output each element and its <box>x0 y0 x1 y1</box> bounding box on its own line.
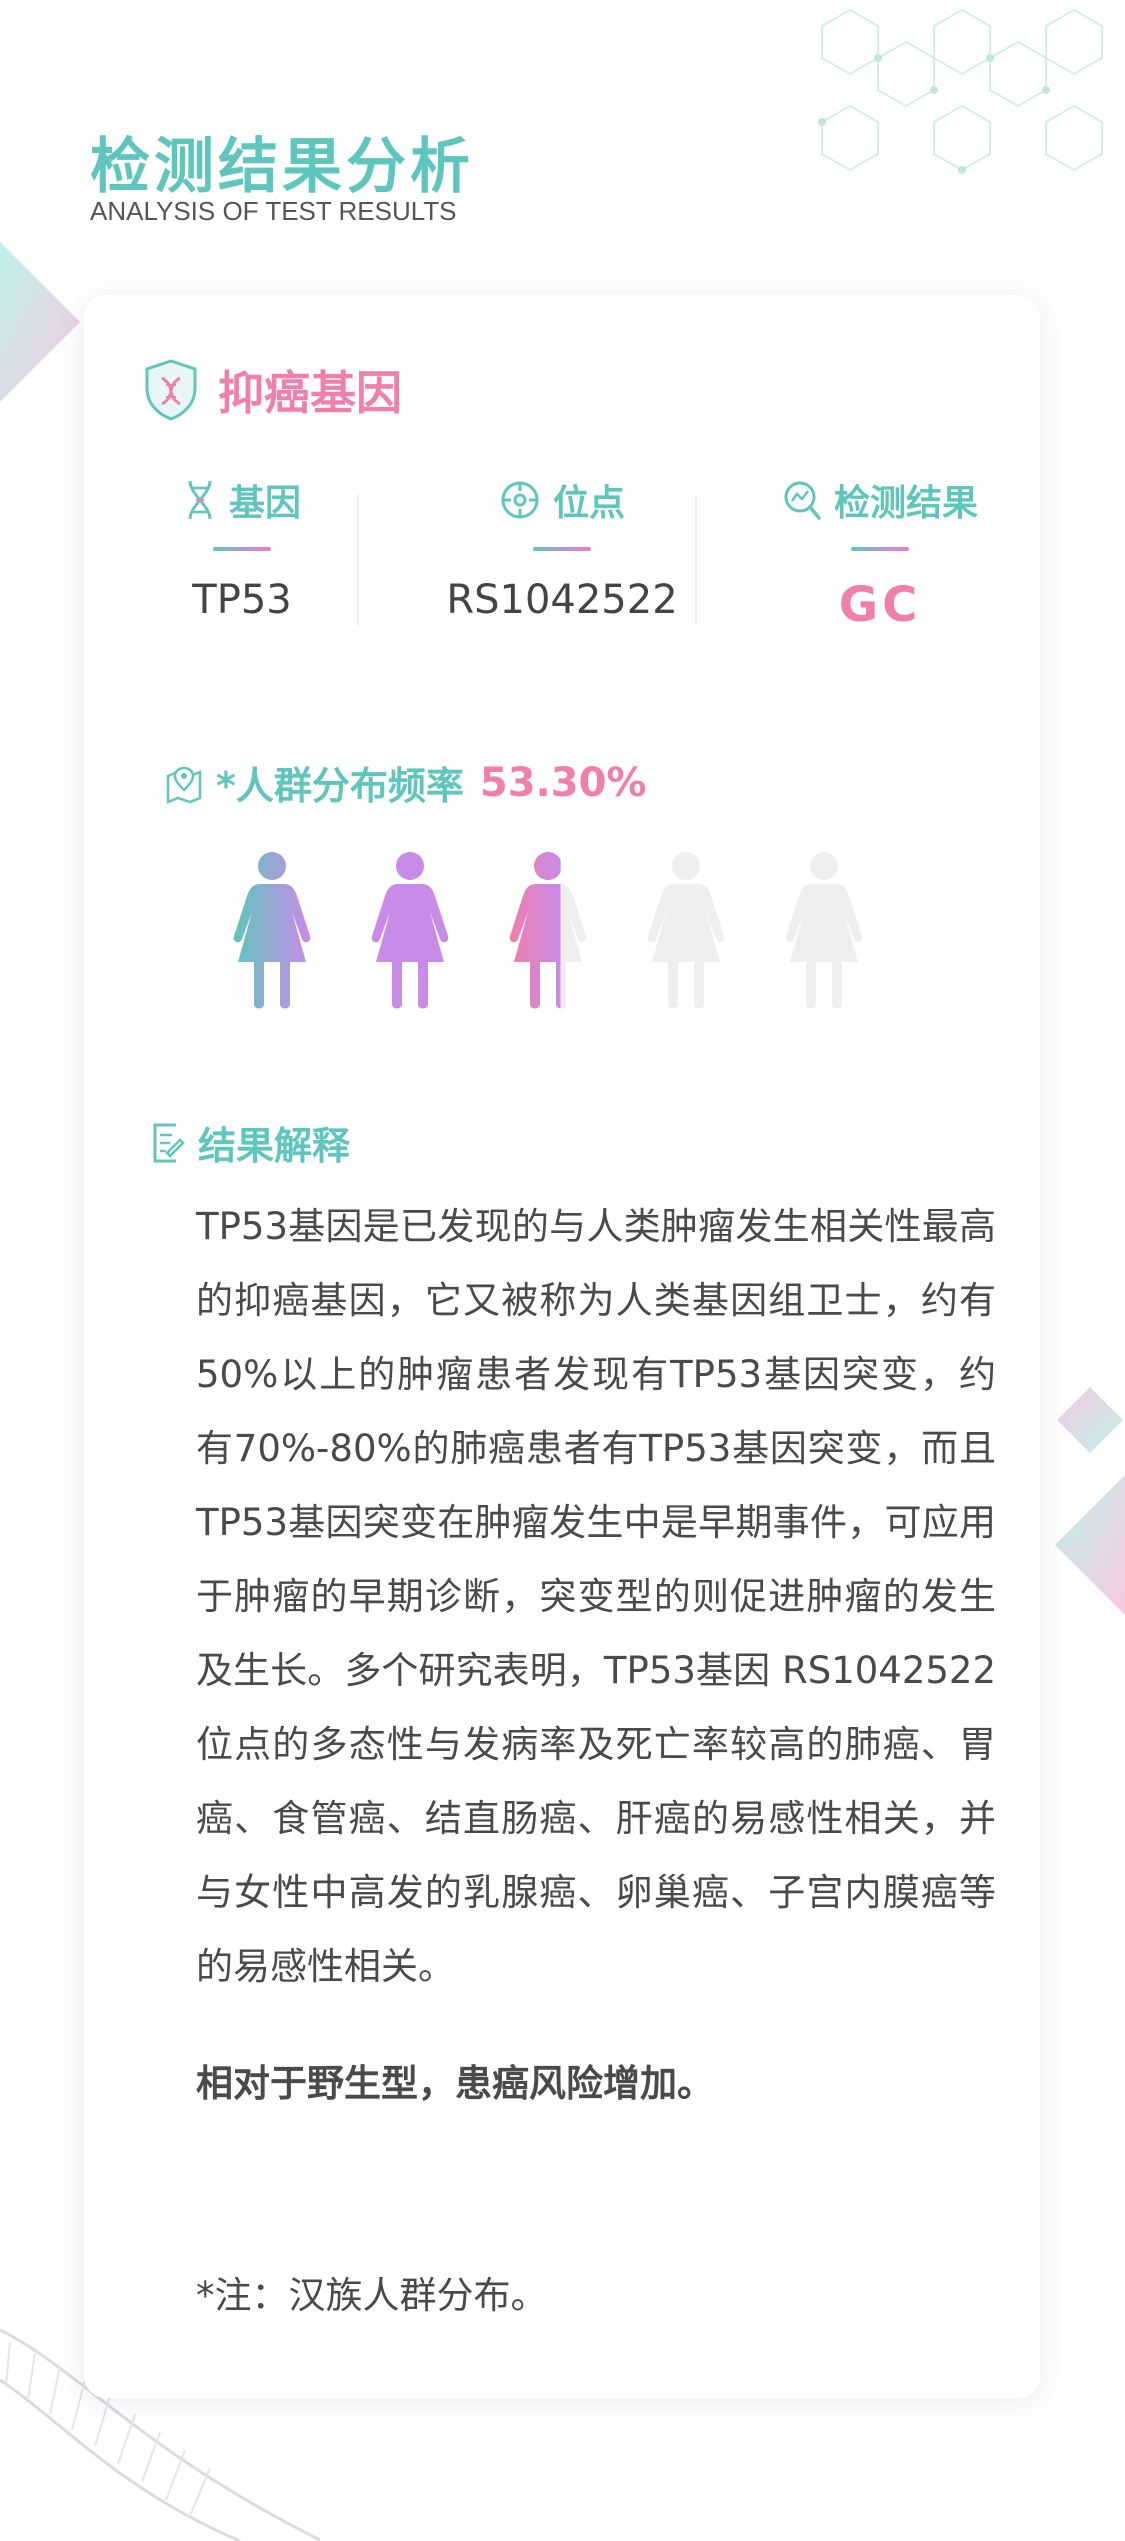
locus-underline <box>533 547 591 551</box>
gene-column: 基因 TP53 <box>92 475 392 623</box>
person-figure-icon <box>647 852 725 1009</box>
explanation-header: 结果解释 <box>150 1115 350 1170</box>
result-column: 检测结果 GC <box>730 475 1030 633</box>
conclusion-text: 相对于野生型，患癌风险增加。 <box>196 2062 714 2105</box>
dna-icon <box>188 480 212 520</box>
frequency-value: 53.30% <box>479 759 647 806</box>
person-figure-icon <box>785 852 863 1009</box>
locus-column: 位点 RS1042522 <box>412 475 712 623</box>
person-figure-shape <box>509 852 587 1009</box>
gene-label: 基因 <box>228 483 301 524</box>
person-figure-icon <box>371 852 449 1009</box>
gene-underline <box>213 547 271 551</box>
page-title: 检测结果分析 <box>90 132 474 202</box>
category-header: 抑癌基因 <box>142 357 402 423</box>
column-divider <box>695 495 697 625</box>
search-chart-icon <box>784 481 821 520</box>
frequency-row: *人群分布频率 53.30% <box>164 755 646 810</box>
diamond-decoration-right-small <box>1057 1387 1123 1453</box>
explanation-title: 结果解释 <box>198 1124 351 1168</box>
person-figure-shape <box>785 852 863 1009</box>
person-figure-shape <box>233 852 311 1009</box>
map-pin-icon <box>166 766 202 804</box>
locus-label: 位点 <box>552 483 625 524</box>
diamond-decoration-right-large <box>1055 1475 1125 1615</box>
document-edit-icon <box>153 1123 185 1162</box>
diamond-decoration-left <box>0 242 80 402</box>
result-underline <box>851 547 909 551</box>
category-title: 抑癌基因 <box>218 366 402 420</box>
result-card: 抑癌基因 基因 TP53 <box>84 295 1040 2398</box>
result-label: 检测结果 <box>833 483 978 524</box>
person-figure-icon <box>509 852 587 1009</box>
population-figures <box>232 850 864 1010</box>
dna-shield-icon <box>145 359 197 421</box>
gene-value: TP53 <box>192 577 292 623</box>
locus-value: RS1042522 <box>446 577 678 623</box>
page-subtitle: ANALYSIS OF TEST RESULTS <box>90 196 457 226</box>
result-value: GC <box>838 577 922 633</box>
footnote: *注：汉族人群分布。 <box>196 2274 548 2317</box>
person-figure-icon <box>233 852 311 1009</box>
column-divider <box>357 495 359 625</box>
person-figure-shape <box>647 852 725 1009</box>
person-figure-shape <box>371 852 449 1009</box>
hexagon-pattern-decoration <box>818 8 1103 174</box>
target-icon <box>501 481 539 519</box>
explanation-body: TP53基因是已发现的与人类肿瘤发生相关性最高的抑癌基因，它又被称为人类基因组卫… <box>196 1205 996 1988</box>
frequency-label: *人群分布频率 <box>216 764 464 808</box>
